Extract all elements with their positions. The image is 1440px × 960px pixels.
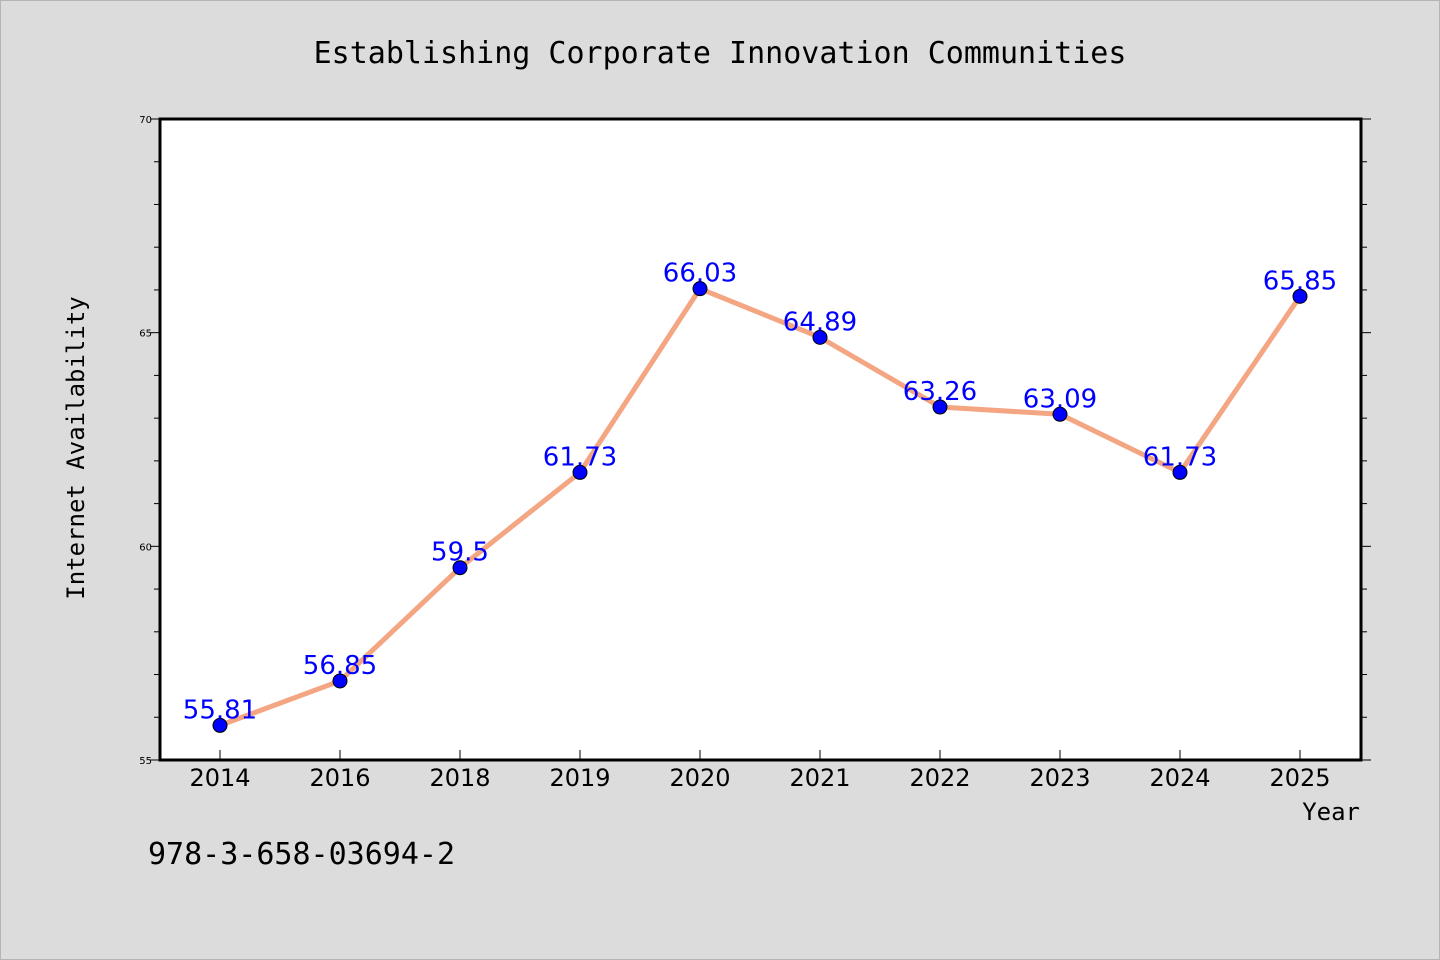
x-tick-label: 2022 <box>909 764 970 792</box>
y-tick-label: 70 <box>139 115 152 126</box>
data-point <box>212 717 228 733</box>
x-tick-label: 2023 <box>1029 764 1090 792</box>
data-label: 64.89 <box>783 307 857 337</box>
data-point <box>1052 406 1068 422</box>
data-point <box>1292 288 1308 304</box>
series-markers <box>212 281 1308 733</box>
data-point <box>692 281 708 297</box>
x-tick-label: 2020 <box>669 764 730 792</box>
data-point <box>812 329 828 345</box>
x-tick-label: 2019 <box>549 764 610 792</box>
data-label: 55.81 <box>183 695 257 725</box>
plot-area <box>158 117 1363 762</box>
x-tick-label: 2021 <box>789 764 850 792</box>
x-axis: 2014 2016 2018 2019 2020 2021 2022 2023 2024 2025 <box>189 750 1331 792</box>
y-tick-label: 65 <box>139 329 152 340</box>
x-tick-label: 2025 <box>1269 764 1330 792</box>
chart-title: Establishing Corporate Innovation Commun… <box>314 36 1127 71</box>
x-axis-label: Year <box>1302 798 1360 826</box>
data-point <box>452 560 468 576</box>
x-tick-label: 2016 <box>309 764 370 792</box>
data-point <box>332 673 348 689</box>
x-tick-label: 2024 <box>1149 764 1210 792</box>
y-axis: 55 60 65 70 <box>139 115 1371 767</box>
data-label: 61.73 <box>1143 442 1217 472</box>
data-label: 65.85 <box>1263 266 1337 296</box>
data-point <box>932 399 948 415</box>
data-labels: 55.81 56.85 59.5 61.73 66.03 64.89 63.26 63.09 6… <box>183 259 1337 726</box>
data-label: 61.73 <box>543 442 617 472</box>
data-label: 56.85 <box>303 651 377 681</box>
x-tick-label: 2014 <box>189 764 250 792</box>
y-tick-label: 60 <box>139 542 152 553</box>
isbn-text: 978-3-658-03694-2 <box>148 837 455 872</box>
y-axis-label: Internet Availability <box>62 296 90 599</box>
y-tick-label: 55 <box>139 756 152 767</box>
data-point <box>572 464 588 480</box>
data-label: 63.26 <box>903 377 977 407</box>
series-line <box>217 286 1303 728</box>
data-label: 59.5 <box>431 538 489 568</box>
data-label: 63.09 <box>1023 384 1097 414</box>
data-point <box>1172 464 1188 480</box>
data-label: 66.03 <box>663 259 737 289</box>
x-tick-label: 2018 <box>429 764 490 792</box>
